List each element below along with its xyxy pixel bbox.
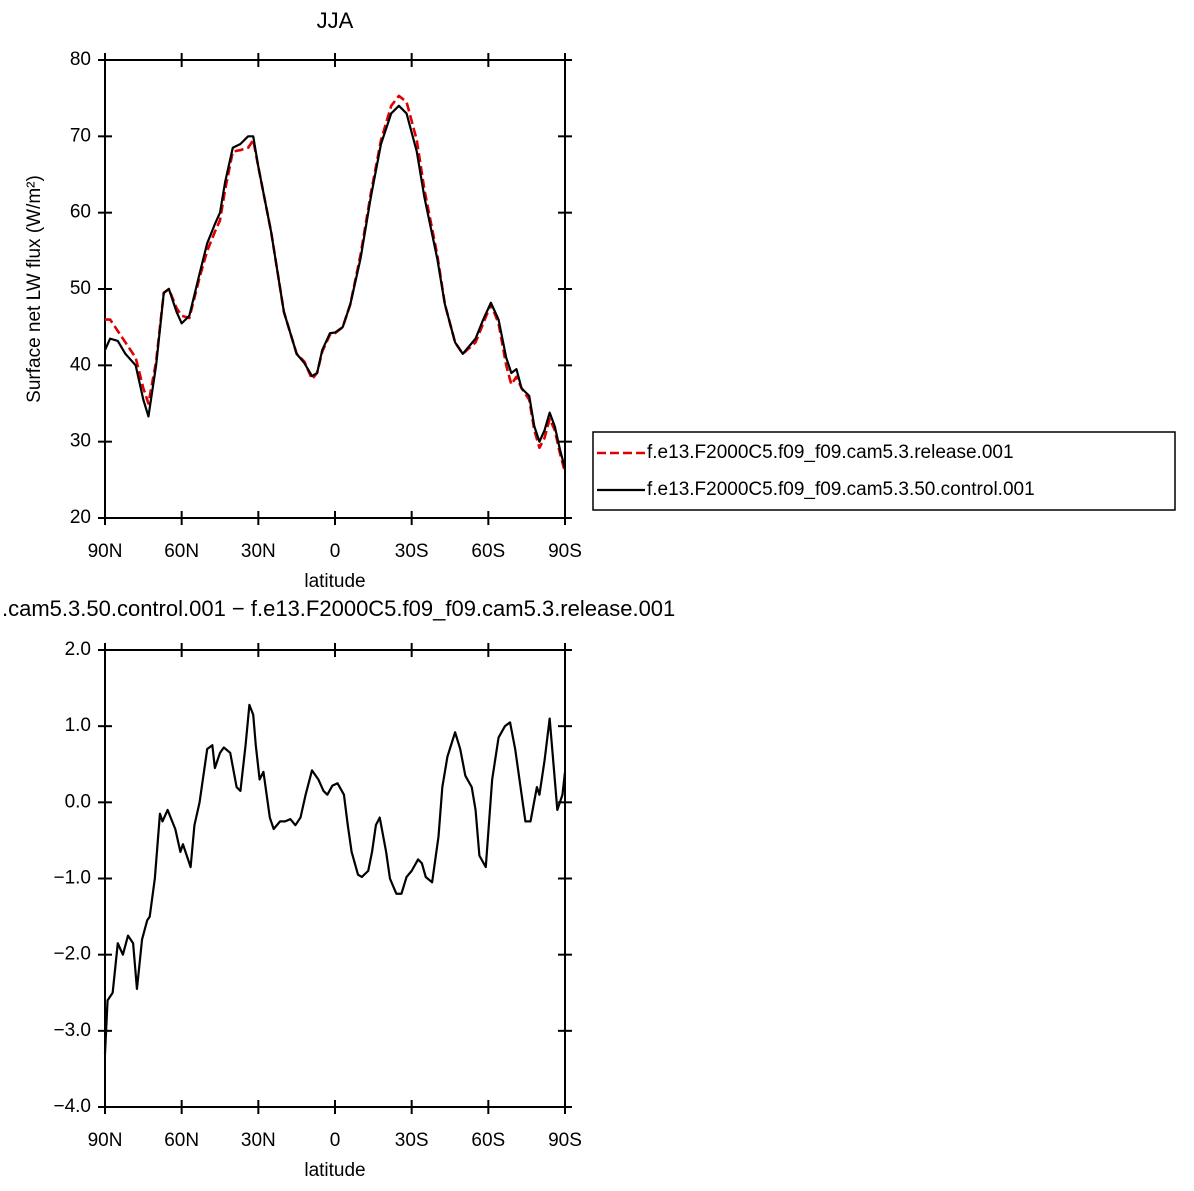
y-tick-label: −2.0	[53, 944, 91, 965]
x-axis-label: latitude	[304, 571, 365, 592]
x-tick-label: 30N	[241, 541, 276, 562]
y-tick-label: 0.0	[65, 791, 91, 812]
x-tick-label: 0	[330, 541, 341, 562]
legend-label: f.e13.F2000C5.f09_f09.cam5.3.release.001	[647, 442, 1014, 463]
x-tick-label: 90S	[548, 541, 582, 562]
x-tick-label: 30S	[395, 541, 429, 562]
y-tick-label: 60	[70, 202, 91, 223]
y-tick-label: 20	[70, 507, 91, 528]
x-tick-label: 60N	[164, 1130, 199, 1151]
data-line	[103, 104, 567, 469]
y-tick-label: 40	[70, 354, 91, 375]
x-axis-label: latitude	[304, 1160, 365, 1181]
y-tick-label: 2.0	[65, 639, 91, 660]
y-tick-label: −1.0	[53, 868, 91, 889]
y-tick-label: −4.0	[53, 1096, 91, 1117]
chart-title: .cam5.3.50.control.001 − f.e13.F2000C5.f…	[2, 596, 675, 621]
x-tick-label: 90N	[88, 541, 123, 562]
x-tick-label: 90N	[88, 1130, 123, 1151]
x-tick-label: 90S	[548, 1130, 582, 1151]
x-tick-label: 60N	[164, 541, 199, 562]
y-tick-label: 1.0	[65, 715, 91, 736]
y-tick-label: −3.0	[53, 1020, 91, 1041]
x-tick-label: 60S	[471, 1130, 505, 1151]
legend-label: f.e13.F2000C5.f09_f09.cam5.3.50.control.…	[647, 479, 1035, 500]
y-axis-label: Surface net LW flux (W/m²)	[24, 765, 45, 993]
x-tick-label: 30N	[241, 1130, 276, 1151]
plot-frame	[104, 59, 566, 519]
y-tick-label: 50	[70, 278, 91, 299]
y-tick-label: 30	[70, 431, 91, 452]
y-tick-label: 80	[70, 49, 91, 70]
data-line	[103, 703, 567, 1054]
legend-box	[592, 431, 1176, 511]
x-tick-label: 30S	[395, 1130, 429, 1151]
y-tick-label: 70	[70, 125, 91, 146]
y-axis-label: Surface net LW flux (W/m²)	[24, 175, 45, 403]
x-tick-label: 60S	[471, 541, 505, 562]
plot-frame	[104, 649, 566, 1108]
x-tick-label: 0	[330, 1130, 341, 1151]
chart-title: JJA	[317, 8, 354, 33]
data-line	[105, 94, 567, 473]
